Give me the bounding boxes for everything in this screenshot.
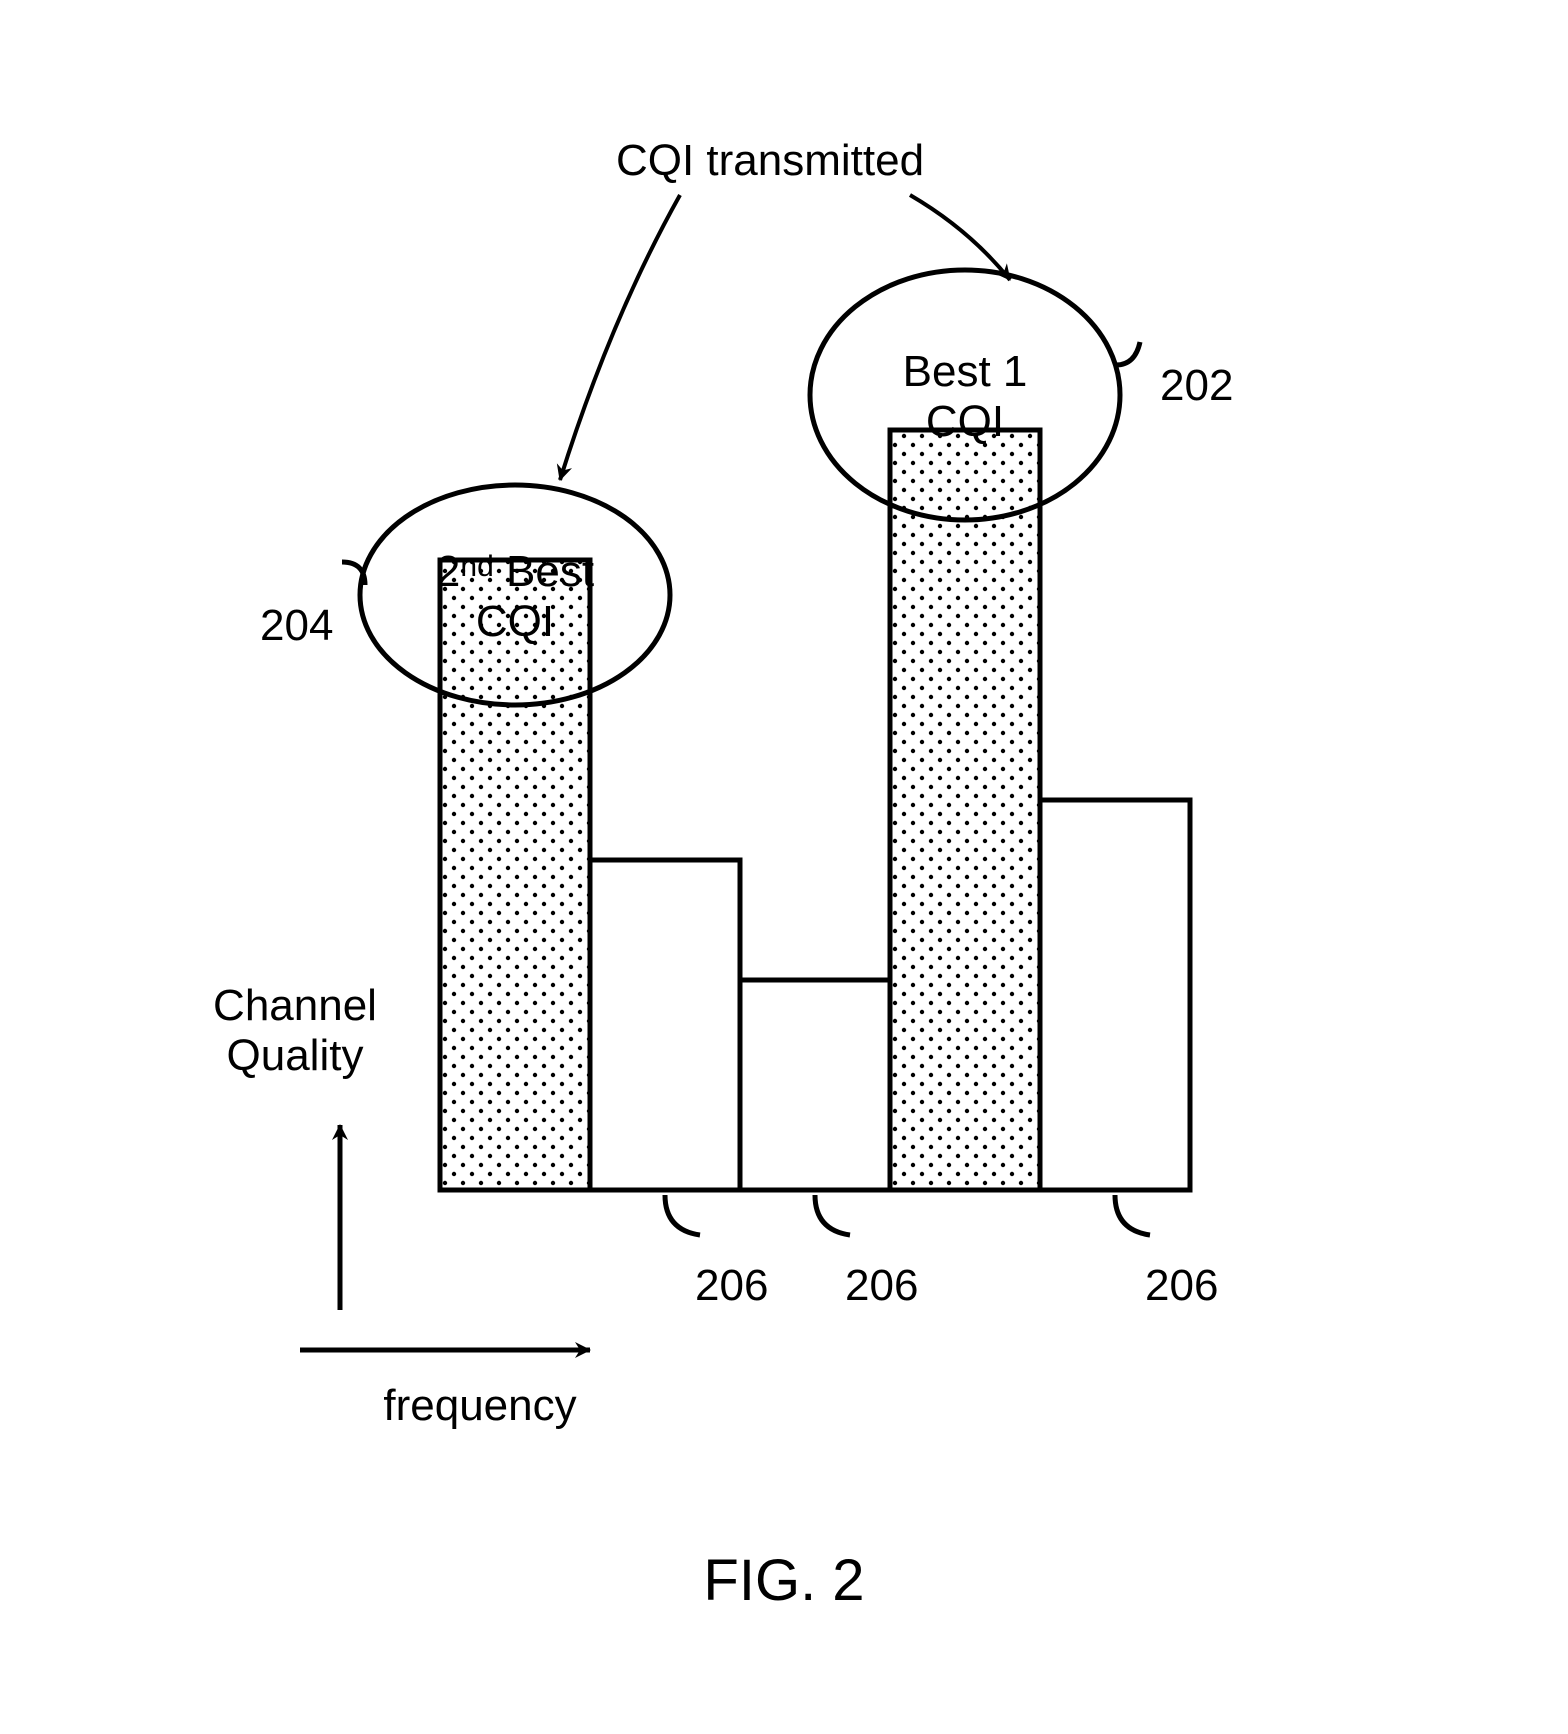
ellipse-best-1-label-line1: Best 1: [903, 347, 1028, 396]
ref-label-206b: 206: [845, 1261, 918, 1310]
ref-label-206a: 206: [695, 1261, 768, 1310]
ellipse-2nd-best-label-line1: 2nd Best: [436, 547, 594, 596]
ref-hook-202: [1116, 342, 1140, 365]
ref-hook-206a: [665, 1195, 700, 1235]
ellipse-best-1-label-line2: CQI: [926, 397, 1004, 446]
ref-label-202: 202: [1160, 361, 1233, 410]
ref-hook-206c: [1115, 1195, 1150, 1235]
figure-caption: FIG. 2: [703, 1548, 864, 1613]
diagram-container: 206 206 206 2nd Best CQI Best 1 CQI 204 …: [0, 0, 1568, 1729]
bar-1: [440, 560, 590, 1190]
ellipse-2nd-best-label-line2: CQI: [476, 597, 554, 646]
bar-3: [740, 980, 890, 1190]
top-annotation: CQI transmitted: [616, 136, 924, 185]
bar-5: [1040, 800, 1190, 1190]
ref-hook-206b: [815, 1195, 850, 1235]
ref-label-206c: 206: [1145, 1261, 1218, 1310]
x-axis-label: frequency: [383, 1381, 576, 1430]
arrow-to-ellipse-left: [560, 195, 680, 480]
y-axis-label-line1: Channel: [213, 981, 377, 1030]
bar-2: [590, 860, 740, 1190]
bar-4: [890, 430, 1040, 1190]
figure-svg: 206 206 206 2nd Best CQI Best 1 CQI 204 …: [0, 0, 1568, 1729]
arrow-to-ellipse-right: [910, 195, 1010, 280]
y-axis-label-line2: Quality: [227, 1031, 364, 1080]
ref-label-204: 204: [260, 601, 333, 650]
